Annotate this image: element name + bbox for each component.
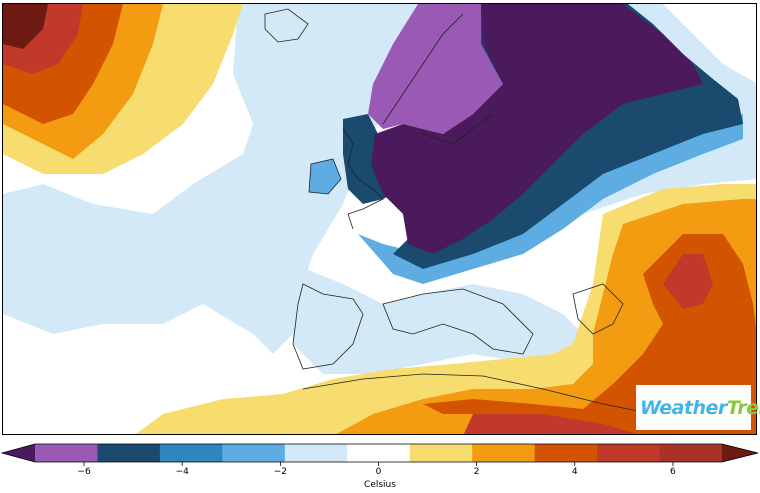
colorbar-unit-label: Celsius (364, 480, 396, 490)
colorbar-outline (0, 443, 759, 463)
colorbar-segment (472, 444, 536, 462)
colorbar-segment (284, 444, 348, 462)
map-panel (2, 3, 757, 435)
anomaly-region-light-blue-iberia (293, 264, 583, 374)
anomaly-map (3, 4, 756, 434)
colorbar-tick-label: 2 (473, 467, 480, 477)
colorbar-segment (597, 444, 661, 462)
logo-text-weather: Weather (640, 397, 727, 419)
weathertrend-logo: WeatherTrend (636, 385, 760, 430)
colorbar-arrow-high (722, 444, 758, 462)
colorbar-segment (659, 444, 723, 462)
anomaly-region-light-blue (3, 4, 423, 354)
anomaly-region-warm-se-red-south (463, 414, 637, 434)
logo-text-trend: Trend (726, 397, 760, 419)
anomaly-region-deep-purple (371, 4, 703, 254)
colorbar-arrow-low (2, 444, 35, 462)
colorbar-segment (35, 444, 98, 462)
colorbar-tick-label: −2 (273, 467, 287, 477)
colorbar-tick-label: 6 (670, 467, 676, 477)
colorbar-segment (409, 444, 473, 462)
anomaly-region-warm-nw-darkred (3, 4, 48, 49)
colorbar-tick-label: 4 (571, 467, 578, 477)
colorbar-segment (534, 444, 598, 462)
colorbar-tick-label: −4 (175, 467, 189, 477)
colorbar (0, 443, 759, 466)
colorbar-segment (347, 444, 411, 462)
anomaly-region-warm-se-red (663, 254, 713, 309)
colorbar-segment (222, 444, 286, 462)
colorbar-segment (159, 444, 223, 462)
colorbar-tick-label: −6 (77, 467, 91, 477)
colorbar-segment (97, 444, 161, 462)
anomaly-region-mid-blue-ireland (309, 159, 341, 194)
colorbar-tick-label: 0 (375, 467, 382, 477)
anomaly-region-purple (368, 4, 503, 134)
